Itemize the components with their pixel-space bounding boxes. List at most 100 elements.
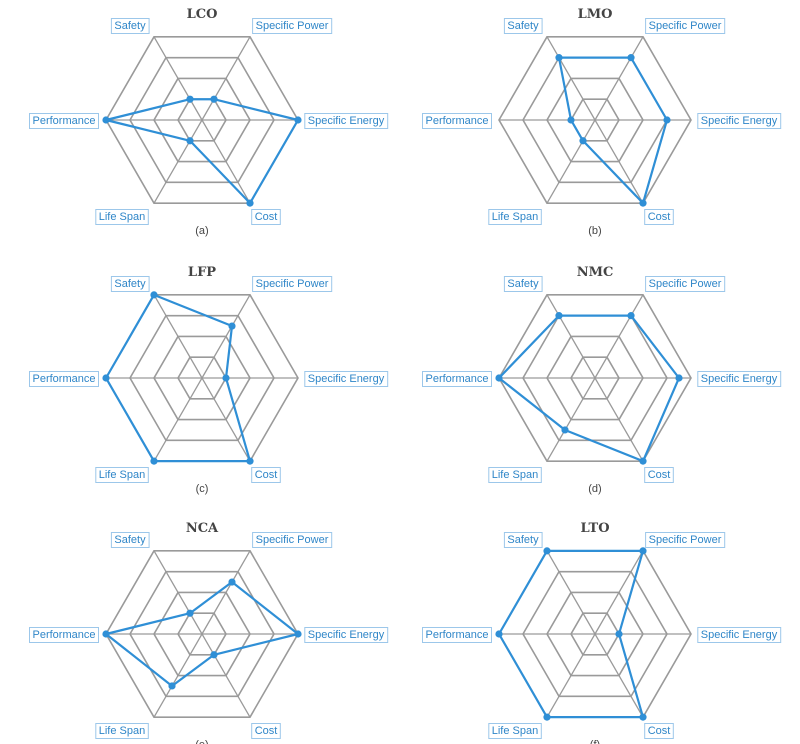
axis-label-specific-energy: Specific Energy bbox=[304, 371, 389, 387]
axis-spoke-cost bbox=[594, 633, 644, 718]
axis-label-performance: Performance bbox=[422, 113, 492, 129]
axis-label-text: Cost bbox=[255, 469, 278, 481]
axis-label-text: Cost bbox=[255, 725, 278, 737]
data-point-specific-energy bbox=[615, 630, 623, 638]
axis-spoke-safety bbox=[153, 294, 203, 379]
axis-label-text: Performance bbox=[33, 373, 96, 385]
radar-panel-nmc: NMC (d) Safety Specific Power Specific Energ… bbox=[422, 265, 782, 495]
axis-label-box bbox=[644, 209, 674, 225]
axis-label-text: Specific Energy bbox=[701, 629, 778, 641]
panel-title: NMC bbox=[577, 265, 614, 280]
axis-label-text: Cost bbox=[648, 469, 671, 481]
axis-spoke-safety bbox=[153, 550, 203, 635]
data-point-specific-energy bbox=[675, 374, 683, 382]
axis-label-text: Life Span bbox=[99, 725, 145, 737]
data-point-cost bbox=[246, 457, 254, 465]
axis-label-box bbox=[503, 532, 543, 548]
axis-spoke-specific-power bbox=[201, 294, 251, 379]
axis-spoke-cost bbox=[201, 377, 251, 462]
axis-label-safety: Safety bbox=[503, 532, 543, 548]
axis-spoke-safety bbox=[153, 36, 203, 121]
axis-label-text: Specific Energy bbox=[308, 629, 385, 641]
data-point-specific-energy bbox=[222, 374, 230, 382]
axis-label-box bbox=[488, 723, 542, 739]
data-point-performance bbox=[567, 116, 575, 124]
axis-spoke-safety bbox=[546, 294, 596, 379]
axis-label-text: Life Span bbox=[492, 725, 538, 737]
axis-label-specific-power: Specific Power bbox=[645, 532, 726, 548]
axis-label-text: Life Span bbox=[492, 469, 538, 481]
axis-label-box bbox=[645, 532, 726, 548]
axis-label-box bbox=[110, 18, 150, 34]
data-point-specific-energy bbox=[663, 116, 671, 124]
axis-label-text: Cost bbox=[648, 211, 671, 223]
axis-label-text: Safety bbox=[507, 20, 539, 32]
axis-label-text: Specific Energy bbox=[701, 115, 778, 127]
axis-label-text: Specific Energy bbox=[308, 373, 385, 385]
radar-panel-nca: NCA (e) Safety Specific Power Specific Energ… bbox=[29, 521, 389, 744]
data-point-life-span bbox=[150, 457, 158, 465]
series-line-lco bbox=[104, 98, 300, 205]
axis-spoke-cost bbox=[201, 119, 251, 204]
axis-label-specific-energy: Specific Energy bbox=[697, 113, 782, 129]
axis-label-text: Safety bbox=[114, 20, 146, 32]
axis-label-text: Specific Power bbox=[649, 20, 722, 32]
axis-label-life-span: Life Span bbox=[95, 209, 149, 225]
axis-label-performance: Performance bbox=[422, 627, 492, 643]
axis-label-box bbox=[29, 371, 99, 387]
axis-spoke-cost bbox=[201, 633, 251, 718]
data-point-specific-power bbox=[228, 322, 236, 330]
axis-label-box bbox=[645, 18, 726, 34]
axis-label-box bbox=[251, 467, 281, 483]
panel-caption: (f) bbox=[590, 739, 600, 744]
axis-label-performance: Performance bbox=[29, 371, 99, 387]
axis-spoke-safety bbox=[546, 550, 596, 635]
axis-label-box bbox=[251, 209, 281, 225]
axis-spoke-safety bbox=[546, 36, 596, 121]
data-point-specific-energy bbox=[294, 630, 302, 638]
axis-label-box bbox=[697, 113, 782, 129]
data-point-safety bbox=[186, 609, 194, 617]
data-point-life-span bbox=[579, 137, 587, 145]
axis-label-text: Specific Power bbox=[256, 20, 329, 32]
axis-label-text: Life Span bbox=[99, 469, 145, 481]
data-point-specific-energy bbox=[294, 116, 302, 124]
panel-caption: (d) bbox=[588, 483, 601, 495]
data-point-life-span bbox=[168, 682, 176, 690]
axis-label-box bbox=[488, 209, 542, 225]
axis-label-cost: Cost bbox=[251, 467, 281, 483]
axis-label-box bbox=[304, 113, 389, 129]
panel-caption: (a) bbox=[195, 225, 208, 237]
axis-label-box bbox=[645, 276, 726, 292]
axis-spoke-specific-power bbox=[594, 550, 644, 635]
axis-label-box bbox=[697, 627, 782, 643]
axis-label-box bbox=[252, 276, 333, 292]
axis-label-specific-power: Specific Power bbox=[252, 276, 333, 292]
data-point-safety bbox=[555, 312, 563, 320]
axis-label-text: Life Span bbox=[492, 211, 538, 223]
axis-label-box bbox=[697, 371, 782, 387]
axis-spoke-life-span bbox=[546, 377, 596, 462]
axis-spoke-life-span bbox=[546, 119, 596, 204]
axis-label-cost: Cost bbox=[644, 209, 674, 225]
axis-label-safety: Safety bbox=[503, 18, 543, 34]
axis-spoke-life-span bbox=[153, 119, 203, 204]
axis-label-safety: Safety bbox=[110, 276, 150, 292]
axis-label-performance: Performance bbox=[422, 371, 492, 387]
axis-label-box bbox=[644, 467, 674, 483]
axis-spoke-life-span bbox=[546, 633, 596, 718]
data-point-cost bbox=[210, 651, 218, 659]
data-point-cost bbox=[639, 457, 647, 465]
data-point-safety bbox=[555, 54, 563, 62]
axis-label-life-span: Life Span bbox=[488, 467, 542, 483]
data-point-performance bbox=[495, 374, 503, 382]
axis-label-text: Safety bbox=[507, 534, 539, 546]
data-point-cost bbox=[246, 199, 254, 207]
axis-label-life-span: Life Span bbox=[488, 723, 542, 739]
axis-label-text: Specific Power bbox=[256, 534, 329, 546]
axis-label-text: Specific Energy bbox=[701, 373, 778, 385]
axis-label-specific-power: Specific Power bbox=[645, 18, 726, 34]
radar-panel-lmo: LMO (b) Safety Specific Power Specific Energ… bbox=[422, 7, 782, 237]
data-point-life-span bbox=[543, 713, 551, 721]
axis-label-text: Performance bbox=[426, 115, 489, 127]
